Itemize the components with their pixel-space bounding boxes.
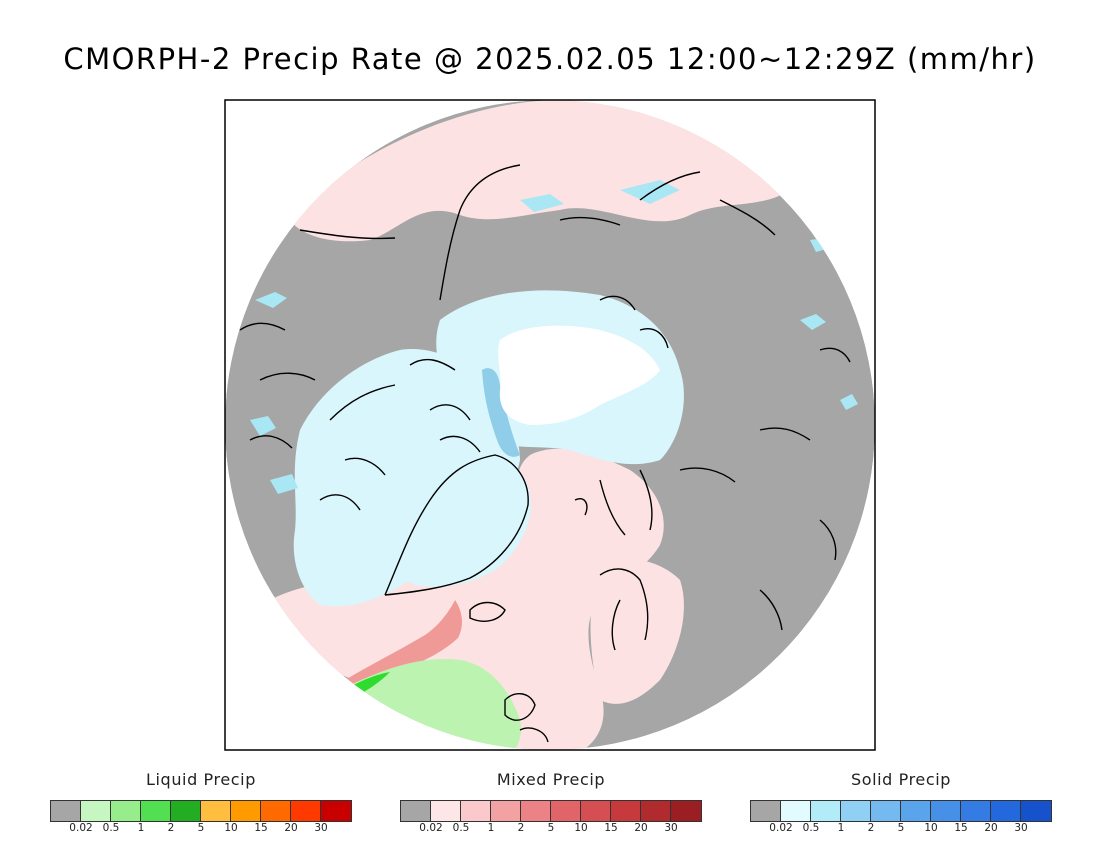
legend-tick-label: 20 [634,822,648,834]
chart-title: CMORPH-2 Precip Rate @ 2025.02.05 12:00~… [63,42,1037,76]
legend-swatch [431,801,461,821]
legend-swatch [141,801,171,821]
solid-precip-region-greenland [388,454,531,587]
legend-swatch [201,801,231,821]
liquid-precip-legend: Liquid Precip 0.02 0.5 1 2 5 10 15 20 30 [50,770,352,834]
legend-tick-label: 0.5 [102,822,120,834]
liquid-precip-region [340,659,521,750]
legend-swatch [901,801,931,821]
legend-tick-label: 0.02 [419,822,443,834]
legend-swatch [401,801,431,821]
legend-title: Solid Precip [850,770,952,789]
legend-swatch [551,801,581,821]
legend-swatch [991,801,1021,821]
legend-swatch [321,801,351,821]
legend-tick-label: 1 [837,822,845,834]
legend-swatch [781,801,811,821]
legend-swatch [611,801,641,821]
color-bar [750,800,1052,822]
legend-swatch [461,801,491,821]
legend-swatch [871,801,901,821]
solid-precip-legend: Solid Precip 0.02 0.5 1 2 5 10 15 20 30 [750,770,1052,834]
solid-precip-stronger [482,368,520,457]
color-bar [400,800,702,822]
color-bar [50,800,352,822]
legend-swatch [1021,801,1051,821]
legend-swatch [111,801,141,821]
legend-tick-label: 30 [664,822,678,834]
legend-swatch [291,801,321,821]
legend-tick-label: 20 [284,822,298,834]
legend-tick-label: 1 [487,822,495,834]
legend-swatch [491,801,521,821]
legend-tick-label: 20 [984,822,998,834]
legend-title: Liquid Precip [146,770,256,789]
legend-swatch [171,801,201,821]
legend-swatch [961,801,991,821]
legend-swatch [671,801,701,821]
legend-tick-label: 30 [314,822,328,834]
solid-precip-region-canada [293,349,520,607]
legend-tick-label: 5 [897,822,905,834]
legend-swatch [261,801,291,821]
legend-tick-label: 15 [954,822,968,834]
tick-labels: 0.02 0.5 1 2 5 10 15 20 30 [750,822,1052,836]
legend-tick-label: 0.5 [802,822,820,834]
legend-tick-label: 5 [547,822,555,834]
tick-labels: 0.02 0.5 1 2 5 10 15 20 30 [400,822,702,836]
legend-swatch [751,801,781,821]
tick-labels: 0.02 0.5 1 2 5 10 15 20 30 [50,822,352,836]
mixed-precip-region-europe [590,558,684,704]
legend-tick-label: 2 [167,822,175,834]
legend-swatch [811,801,841,821]
central-arctic-white [498,325,660,425]
legend-swatch [841,801,871,821]
legend-swatch [641,801,671,821]
legend-swatch [581,801,611,821]
legend-tick-label: 2 [517,822,525,834]
legend-tick-label: 30 [1014,822,1028,834]
map-frame-border [224,99,876,751]
legend-tick-label: 10 [924,822,938,834]
legend-tick-label: 0.02 [69,822,93,834]
legend-swatch [931,801,961,821]
legend-tick-label: 10 [574,822,588,834]
legend-swatch [51,801,81,821]
legend-tick-label: 5 [197,822,205,834]
legend-swatch [521,801,551,821]
legend-tick-label: 10 [224,822,238,834]
legend-tick-label: 2 [867,822,875,834]
legend-swatch [81,801,111,821]
mixed-precip-legend: Mixed Precip 0.02 0.5 1 2 5 10 15 20 30 [400,770,702,834]
mixed-precip-region-north [290,100,790,242]
legend-tick-label: 0.02 [769,822,793,834]
legend-title: Mixed Precip [496,770,606,789]
legend-tick-label: 1 [137,822,145,834]
legend-tick-label: 0.5 [452,822,470,834]
coastlines [239,164,851,743]
legend-tick-label: 15 [604,822,618,834]
legend-tick-label: 15 [254,822,268,834]
mixed-precip-band [345,600,462,690]
legend-swatch [231,801,261,821]
